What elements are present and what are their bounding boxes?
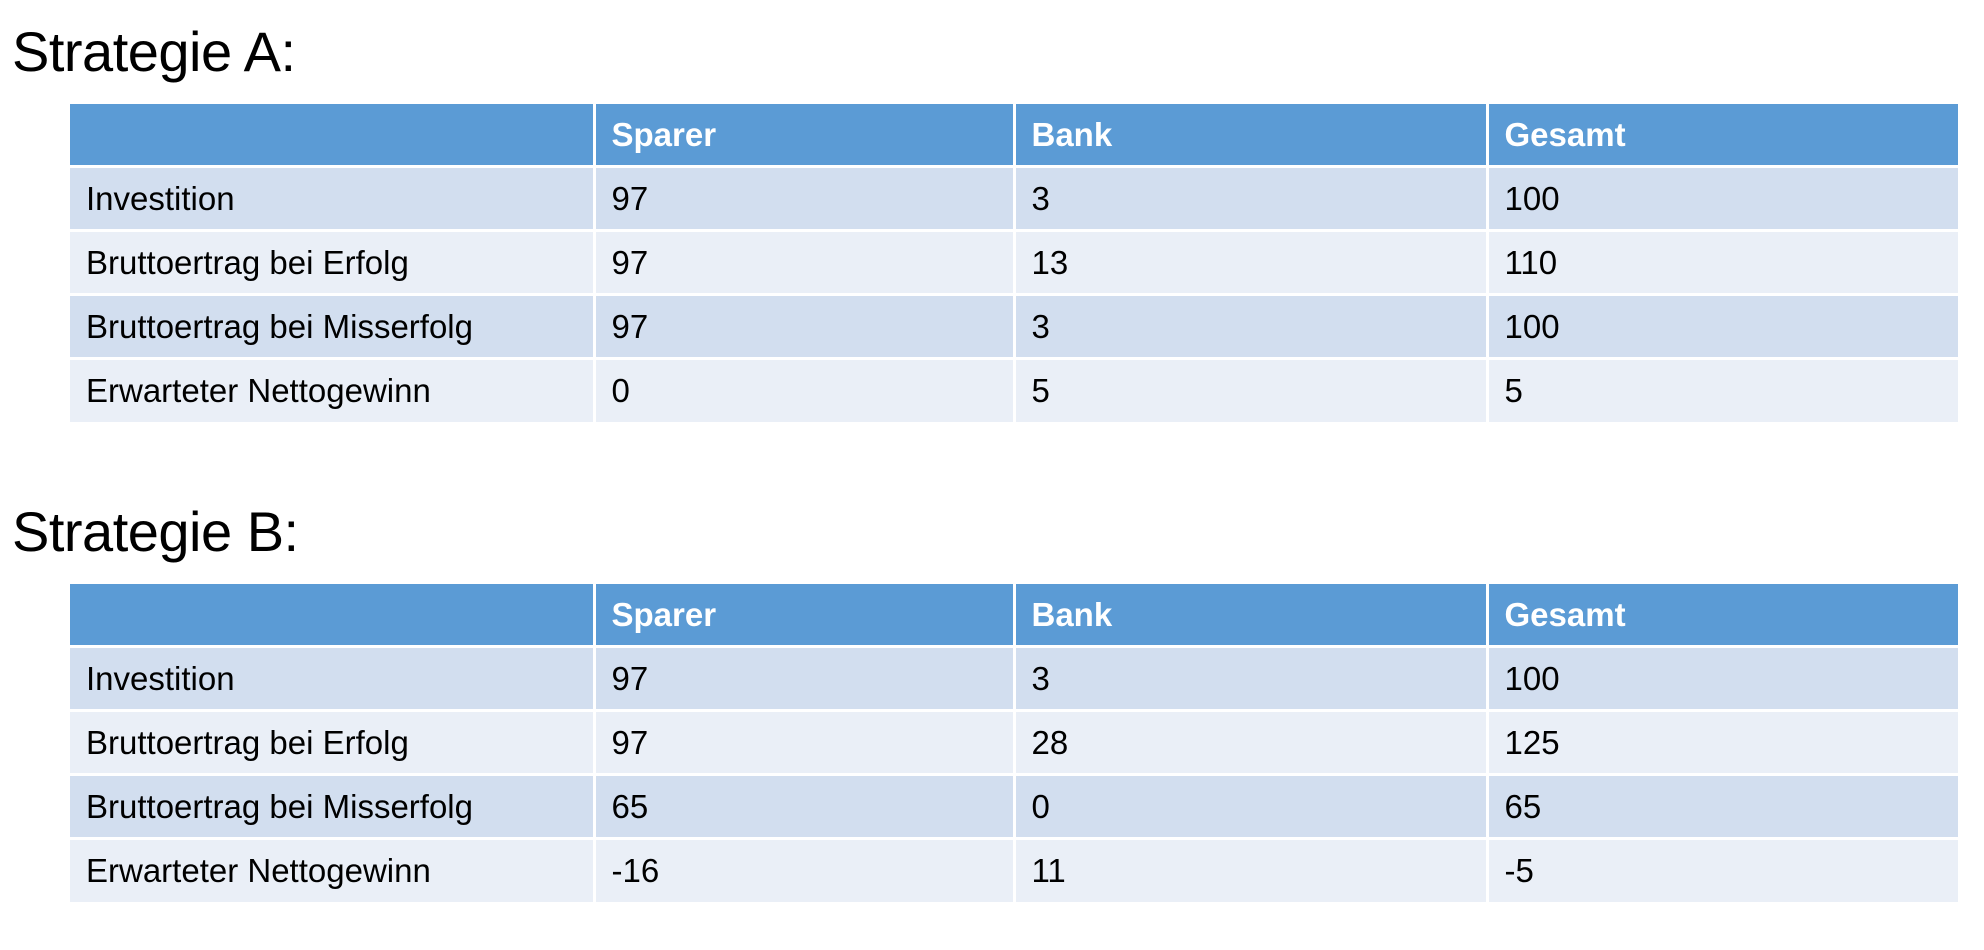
table-row: Investition 97 3 100 <box>70 164 1958 230</box>
cell-gesamt: 125 <box>1485 708 1958 774</box>
cell-gesamt: 5 <box>1485 356 1958 422</box>
cell-sparer: 0 <box>592 356 1014 422</box>
cell-bank: 0 <box>1012 772 1487 838</box>
table-header-row: Sparer Bank Gesamt <box>70 584 1958 646</box>
strategy-b-table: Sparer Bank Gesamt Investition 97 3 100 … <box>70 584 1958 902</box>
header-cell-label <box>70 104 594 166</box>
row-label: Bruttoertrag bei Misserfolg <box>70 292 594 358</box>
table-row: Bruttoertrag bei Misserfolg 97 3 100 <box>70 292 1958 358</box>
cell-gesamt: 100 <box>1485 644 1958 710</box>
header-cell-sparer: Sparer <box>592 104 1014 166</box>
cell-sparer: 97 <box>592 644 1014 710</box>
cell-bank: 3 <box>1012 292 1487 358</box>
header-cell-bank: Bank <box>1012 584 1487 646</box>
cell-sparer: -16 <box>592 836 1014 902</box>
cell-bank: 28 <box>1012 708 1487 774</box>
table-row: Erwarteter Nettogewinn 0 5 5 <box>70 356 1958 422</box>
cell-gesamt: 65 <box>1485 772 1958 838</box>
cell-bank: 5 <box>1012 356 1487 422</box>
cell-bank: 3 <box>1012 164 1487 230</box>
table-row: Bruttoertrag bei Erfolg 97 28 125 <box>70 708 1958 774</box>
cell-sparer: 97 <box>592 292 1014 358</box>
table-row: Investition 97 3 100 <box>70 644 1958 710</box>
row-label: Investition <box>70 164 594 230</box>
header-cell-gesamt: Gesamt <box>1485 584 1958 646</box>
cell-bank: 11 <box>1012 836 1487 902</box>
header-cell-bank: Bank <box>1012 104 1487 166</box>
strategy-a-table: Sparer Bank Gesamt Investition 97 3 100 … <box>70 104 1958 422</box>
row-label: Bruttoertrag bei Misserfolg <box>70 772 594 838</box>
header-cell-label <box>70 584 594 646</box>
cell-sparer: 97 <box>592 708 1014 774</box>
cell-sparer: 97 <box>592 228 1014 294</box>
strategy-a-title: Strategie A: <box>12 20 296 83</box>
cell-bank: 3 <box>1012 644 1487 710</box>
cell-gesamt: 100 <box>1485 164 1958 230</box>
cell-gesamt: -5 <box>1485 836 1958 902</box>
cell-gesamt: 110 <box>1485 228 1958 294</box>
row-label: Bruttoertrag bei Erfolg <box>70 228 594 294</box>
row-label: Erwarteter Nettogewinn <box>70 356 594 422</box>
cell-sparer: 65 <box>592 772 1014 838</box>
strategy-b-title: Strategie B: <box>12 500 299 563</box>
cell-bank: 13 <box>1012 228 1487 294</box>
header-cell-gesamt: Gesamt <box>1485 104 1958 166</box>
header-cell-sparer: Sparer <box>592 584 1014 646</box>
cell-gesamt: 100 <box>1485 292 1958 358</box>
row-label: Investition <box>70 644 594 710</box>
row-label: Erwarteter Nettogewinn <box>70 836 594 902</box>
table-row: Bruttoertrag bei Misserfolg 65 0 65 <box>70 772 1958 838</box>
table-row: Erwarteter Nettogewinn -16 11 -5 <box>70 836 1958 902</box>
cell-sparer: 97 <box>592 164 1014 230</box>
table-row: Bruttoertrag bei Erfolg 97 13 110 <box>70 228 1958 294</box>
row-label: Bruttoertrag bei Erfolg <box>70 708 594 774</box>
table-header-row: Sparer Bank Gesamt <box>70 104 1958 166</box>
